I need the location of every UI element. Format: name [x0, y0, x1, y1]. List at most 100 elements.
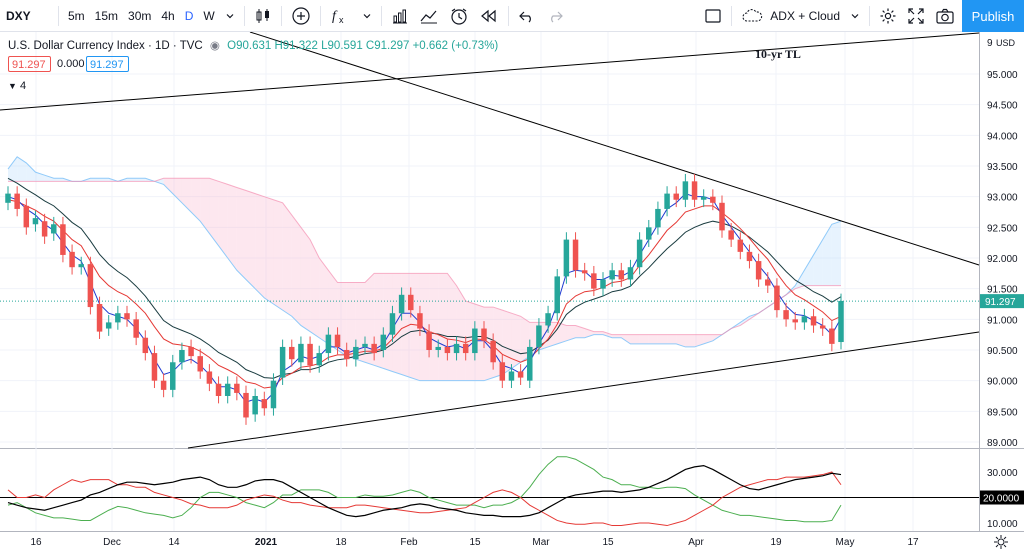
candle-body	[591, 273, 597, 289]
candle-body	[682, 181, 689, 200]
indicators-toggle[interactable]: ▼ 4	[8, 80, 26, 92]
candle-body	[160, 380, 167, 390]
settings-gear-icon[interactable]	[874, 0, 902, 32]
candle-body	[243, 392, 249, 418]
currency-label: USD	[996, 38, 1016, 48]
time-tick-label: Feb	[400, 537, 418, 548]
time-tick-label: Dec	[103, 537, 121, 548]
price-tick-label-top: 9	[987, 38, 993, 49]
fullscreen-expand-icon[interactable]	[902, 0, 930, 32]
cloud-segment	[456, 285, 466, 381]
template-chevron-icon[interactable]	[845, 0, 865, 32]
price-tick-label: 89.000	[987, 438, 1018, 449]
replay-rewind-icon[interactable]	[474, 0, 504, 32]
candle-body	[334, 334, 341, 347]
candle-body	[462, 343, 469, 354]
svg-text:x: x	[339, 15, 344, 25]
interval-d-button[interactable]: D	[184, 8, 194, 23]
candle-body	[151, 353, 158, 381]
cloud-segment	[99, 178, 109, 182]
candle-body	[298, 343, 304, 363]
eye-icon[interactable]: ◉	[209, 40, 220, 52]
interval-4h-button[interactable]: 4h	[161, 8, 175, 23]
interval-5m-button[interactable]: 5m	[68, 8, 85, 23]
publish-button[interactable]: Publish	[962, 0, 1024, 32]
compare-add-icon[interactable]	[286, 0, 316, 32]
ask-badge[interactable]: 91.297	[86, 56, 129, 72]
candle-body	[179, 350, 185, 363]
alert-clock-icon[interactable]	[444, 0, 474, 32]
toolbar-divider	[507, 5, 509, 26]
candle-body	[41, 221, 48, 237]
trendline-ascending	[187, 331, 980, 449]
candle-body	[133, 319, 139, 338]
cloud-segment	[575, 325, 585, 338]
price-tick-label: 94.500	[987, 101, 1018, 112]
cloud-segment	[255, 193, 265, 298]
time-tick-label: Apr	[688, 537, 704, 548]
candle-body	[261, 399, 268, 409]
indicators-chevron-icon[interactable]	[357, 0, 377, 32]
time-tick-label: 15	[469, 537, 481, 548]
interval-30m-button[interactable]: 30m	[128, 8, 152, 23]
candle-body	[499, 362, 506, 381]
time-axis: 16 Dec 14 2021 18 Feb 15 Mar 15 Apr 19 May 17	[30, 537, 919, 548]
candle-body	[636, 239, 643, 268]
cloud-segment	[365, 273, 375, 366]
symbol-search-button[interactable]: DXY	[6, 8, 31, 23]
cloud-segment	[657, 334, 668, 344]
cloud-segment	[346, 282, 356, 360]
candle-body	[197, 356, 203, 372]
toolbar-divider	[869, 5, 870, 26]
indicator-template-label[interactable]: ADX + Cloud	[770, 8, 840, 23]
undo-icon[interactable]	[513, 0, 541, 32]
candle-body	[188, 346, 194, 357]
redo-icon[interactable]	[541, 0, 569, 32]
candle-body	[774, 285, 780, 311]
candle-body	[14, 193, 20, 209]
cloud-segment	[172, 178, 182, 203]
cloud-segment	[355, 282, 365, 363]
cloud-segment	[511, 313, 521, 369]
price-tick-label: 89.500	[987, 407, 1018, 418]
cloud-segment	[474, 304, 484, 381]
candle-body	[270, 380, 277, 409]
time-tick-label: 15	[602, 537, 614, 548]
axis-settings-gear-icon[interactable]	[994, 535, 1008, 549]
candle-body	[87, 264, 94, 308]
candle-body	[664, 193, 670, 209]
candle-body	[307, 343, 313, 366]
financials-icon[interactable]	[386, 0, 414, 32]
cloud-segment	[273, 199, 283, 311]
snapshot-camera-icon[interactable]	[930, 0, 960, 32]
cloud-segment	[694, 334, 704, 347]
candle-body	[417, 313, 423, 329]
ema-mid-line	[7, 199, 842, 389]
ohlc-values: O90.631 H91.322 L90.591 C91.297 +0.662 (…	[227, 40, 499, 52]
cloud-segment	[419, 273, 430, 381]
candle-body	[398, 294, 405, 314]
candle-body	[325, 334, 332, 354]
series-title[interactable]: U.S. Dollar Currency Index · 1D · TVC	[8, 40, 203, 52]
bid-badge[interactable]: 91.297	[8, 56, 51, 72]
cloud-segment	[136, 178, 146, 182]
svg-text:f: f	[332, 9, 338, 24]
trendline-10yr	[0, 32, 980, 111]
candles-style-icon[interactable]	[249, 0, 277, 32]
candle-body	[224, 383, 231, 396]
adx-tick-label: 10.000	[987, 519, 1018, 530]
compare-symbols-icon[interactable]	[414, 0, 444, 32]
time-tick-label: 18	[335, 537, 347, 548]
interval-w-button[interactable]: W	[203, 8, 215, 23]
price-chart[interactable]: 95.000 94.500 94.000 93.500 93.000 92.500 92.0…	[0, 32, 1024, 553]
interval-dropdown-chevron-icon[interactable]	[220, 0, 240, 32]
toolbar-divider	[58, 5, 59, 26]
candle-body	[289, 346, 295, 360]
interval-15m-button[interactable]: 15m	[94, 8, 119, 23]
cloud-span-b	[8, 177, 841, 336]
fullscreen-layout-icon[interactable]	[699, 0, 727, 32]
cloud-save-icon[interactable]	[736, 0, 768, 32]
toolbar-divider	[280, 5, 282, 26]
